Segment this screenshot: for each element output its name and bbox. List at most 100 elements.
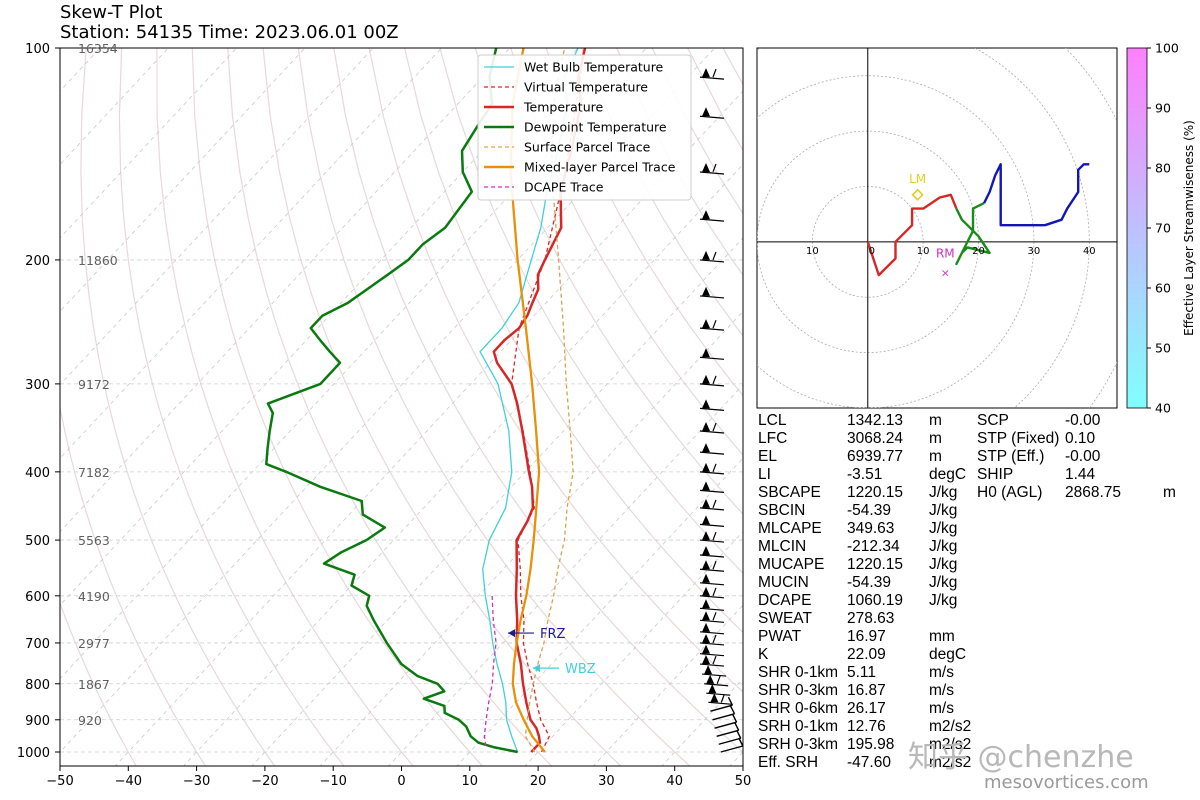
dry-adiabat — [191, 48, 484, 766]
wind-barb — [699, 599, 725, 611]
height-label: 16354 — [78, 41, 118, 56]
hodo-segment — [866, 193, 958, 277]
y-tick-label: 100 — [25, 42, 50, 57]
param-value: -54.39 — [847, 574, 891, 591]
param-name: SBCAPE — [758, 484, 821, 501]
param-name: MUCIN — [758, 574, 809, 591]
wind-barb — [720, 737, 744, 753]
param-name: DCAPE — [758, 592, 812, 609]
x-tick-label: −10 — [319, 774, 346, 789]
hodo-tick-label: 10 — [806, 246, 819, 257]
param-unit: mm — [929, 628, 955, 645]
param-unit: J/kg — [929, 538, 958, 555]
colorbar-tick-label: 80 — [1155, 161, 1171, 176]
wind-barb — [704, 674, 729, 687]
param-unit: m — [929, 430, 942, 447]
wind-barb — [699, 462, 725, 475]
param-value: 349.63 — [847, 520, 895, 537]
param-value: 12.76 — [847, 718, 886, 735]
param-value: 1220.15 — [847, 556, 904, 573]
legend-label: DCAPE Trace — [524, 180, 604, 195]
param-value: 16.97 — [847, 628, 886, 645]
param-name: SHR 0-3km — [758, 682, 839, 699]
series-dewpoint — [265, 48, 518, 754]
marker-label: LM — [909, 172, 926, 186]
colorbar-tick-label: 70 — [1155, 221, 1171, 236]
param-value: 195.98 — [847, 736, 895, 753]
legend-label: Virtual Temperature — [524, 80, 648, 95]
wind-barb — [699, 68, 725, 80]
isotherm — [319, 310, 743, 766]
dry-adiabat — [262, 48, 622, 766]
param-unit: J/kg — [929, 574, 958, 591]
param-unit: J/kg — [929, 520, 958, 537]
hodo-tick-label: 10 — [917, 246, 930, 257]
height-label: 9172 — [78, 377, 110, 392]
param-name: SBCIN — [758, 502, 806, 519]
param-value: -0.00 — [1065, 412, 1101, 429]
param-name: K — [758, 646, 769, 663]
param-unit: J/kg — [929, 484, 958, 501]
param-value: 2868.75 — [1065, 484, 1122, 501]
param-unit: m/s — [929, 682, 954, 699]
param-unit: degC — [929, 466, 967, 483]
watermark-text: 知乎 @chenzhe — [908, 740, 1134, 775]
isotherm — [524, 531, 743, 766]
wind-barb — [699, 443, 725, 455]
height-label: 11860 — [78, 253, 118, 268]
hodo-tick-label: 30 — [1028, 246, 1041, 257]
isotherm — [60, 48, 579, 606]
param-value: 22.09 — [847, 646, 886, 663]
watermark-site: mesovortices.com — [984, 772, 1149, 793]
dry-adiabat — [118, 48, 345, 766]
wind-barb — [699, 162, 725, 175]
wind-barb — [699, 210, 725, 222]
hodograph-frame — [756, 47, 1118, 409]
wind-barb — [699, 107, 725, 119]
param-name: SRH 0-1km — [758, 718, 839, 735]
series-virtual — [510, 48, 586, 753]
isotherm — [60, 48, 374, 386]
dry-adiabat — [368, 48, 743, 693]
param-value: 3068.24 — [847, 430, 904, 447]
legend-label: Surface Parcel Trace — [524, 140, 651, 155]
param-unit: J/kg — [929, 556, 958, 573]
y-tick-label: 1000 — [17, 746, 50, 761]
hodo-segment — [955, 202, 991, 266]
isotherm — [60, 48, 237, 239]
wind-barb — [714, 713, 738, 729]
param-unit: m2/s2 — [929, 718, 972, 735]
param-name: SWEAT — [758, 610, 812, 627]
isotherm — [251, 237, 743, 766]
colorbar-label: Effective Layer Streamwiseness (%) — [1182, 120, 1196, 336]
param-value: 1220.15 — [847, 484, 904, 501]
param-name: EL — [758, 448, 777, 465]
x-tick-label: −40 — [115, 774, 142, 789]
colorbar-tick-label: 40 — [1155, 401, 1171, 416]
param-value: 16.87 — [847, 682, 886, 699]
param-value: 0.10 — [1065, 430, 1096, 447]
legend-label: Temperature — [523, 100, 603, 115]
x-tick-label: 40 — [666, 774, 683, 789]
param-name: H0 (AGL) — [977, 484, 1043, 501]
param-value: 5.11 — [847, 664, 877, 681]
param-value: 1.44 — [1065, 466, 1096, 483]
x-tick-label: 30 — [598, 774, 615, 789]
y-tick-label: 900 — [25, 714, 50, 729]
param-name: LFC — [758, 430, 788, 447]
isotherm — [60, 48, 511, 533]
param-value: -0.00 — [1065, 448, 1101, 465]
wind-barb — [712, 705, 736, 721]
dry-adiabat — [439, 48, 743, 574]
isotherm — [456, 457, 743, 766]
dry-adiabat — [404, 48, 743, 634]
param-name: SHR 0-1km — [758, 664, 839, 681]
dry-adiabat — [545, 48, 743, 397]
wind-barb — [699, 515, 725, 527]
colorbar-tick-label: 60 — [1155, 281, 1171, 296]
wind-barb — [699, 573, 725, 586]
wind-barb — [699, 586, 725, 599]
param-name: MLCAPE — [758, 520, 822, 537]
y-tick-label: 600 — [25, 590, 50, 605]
hodo-tick-label: 20 — [972, 246, 985, 257]
